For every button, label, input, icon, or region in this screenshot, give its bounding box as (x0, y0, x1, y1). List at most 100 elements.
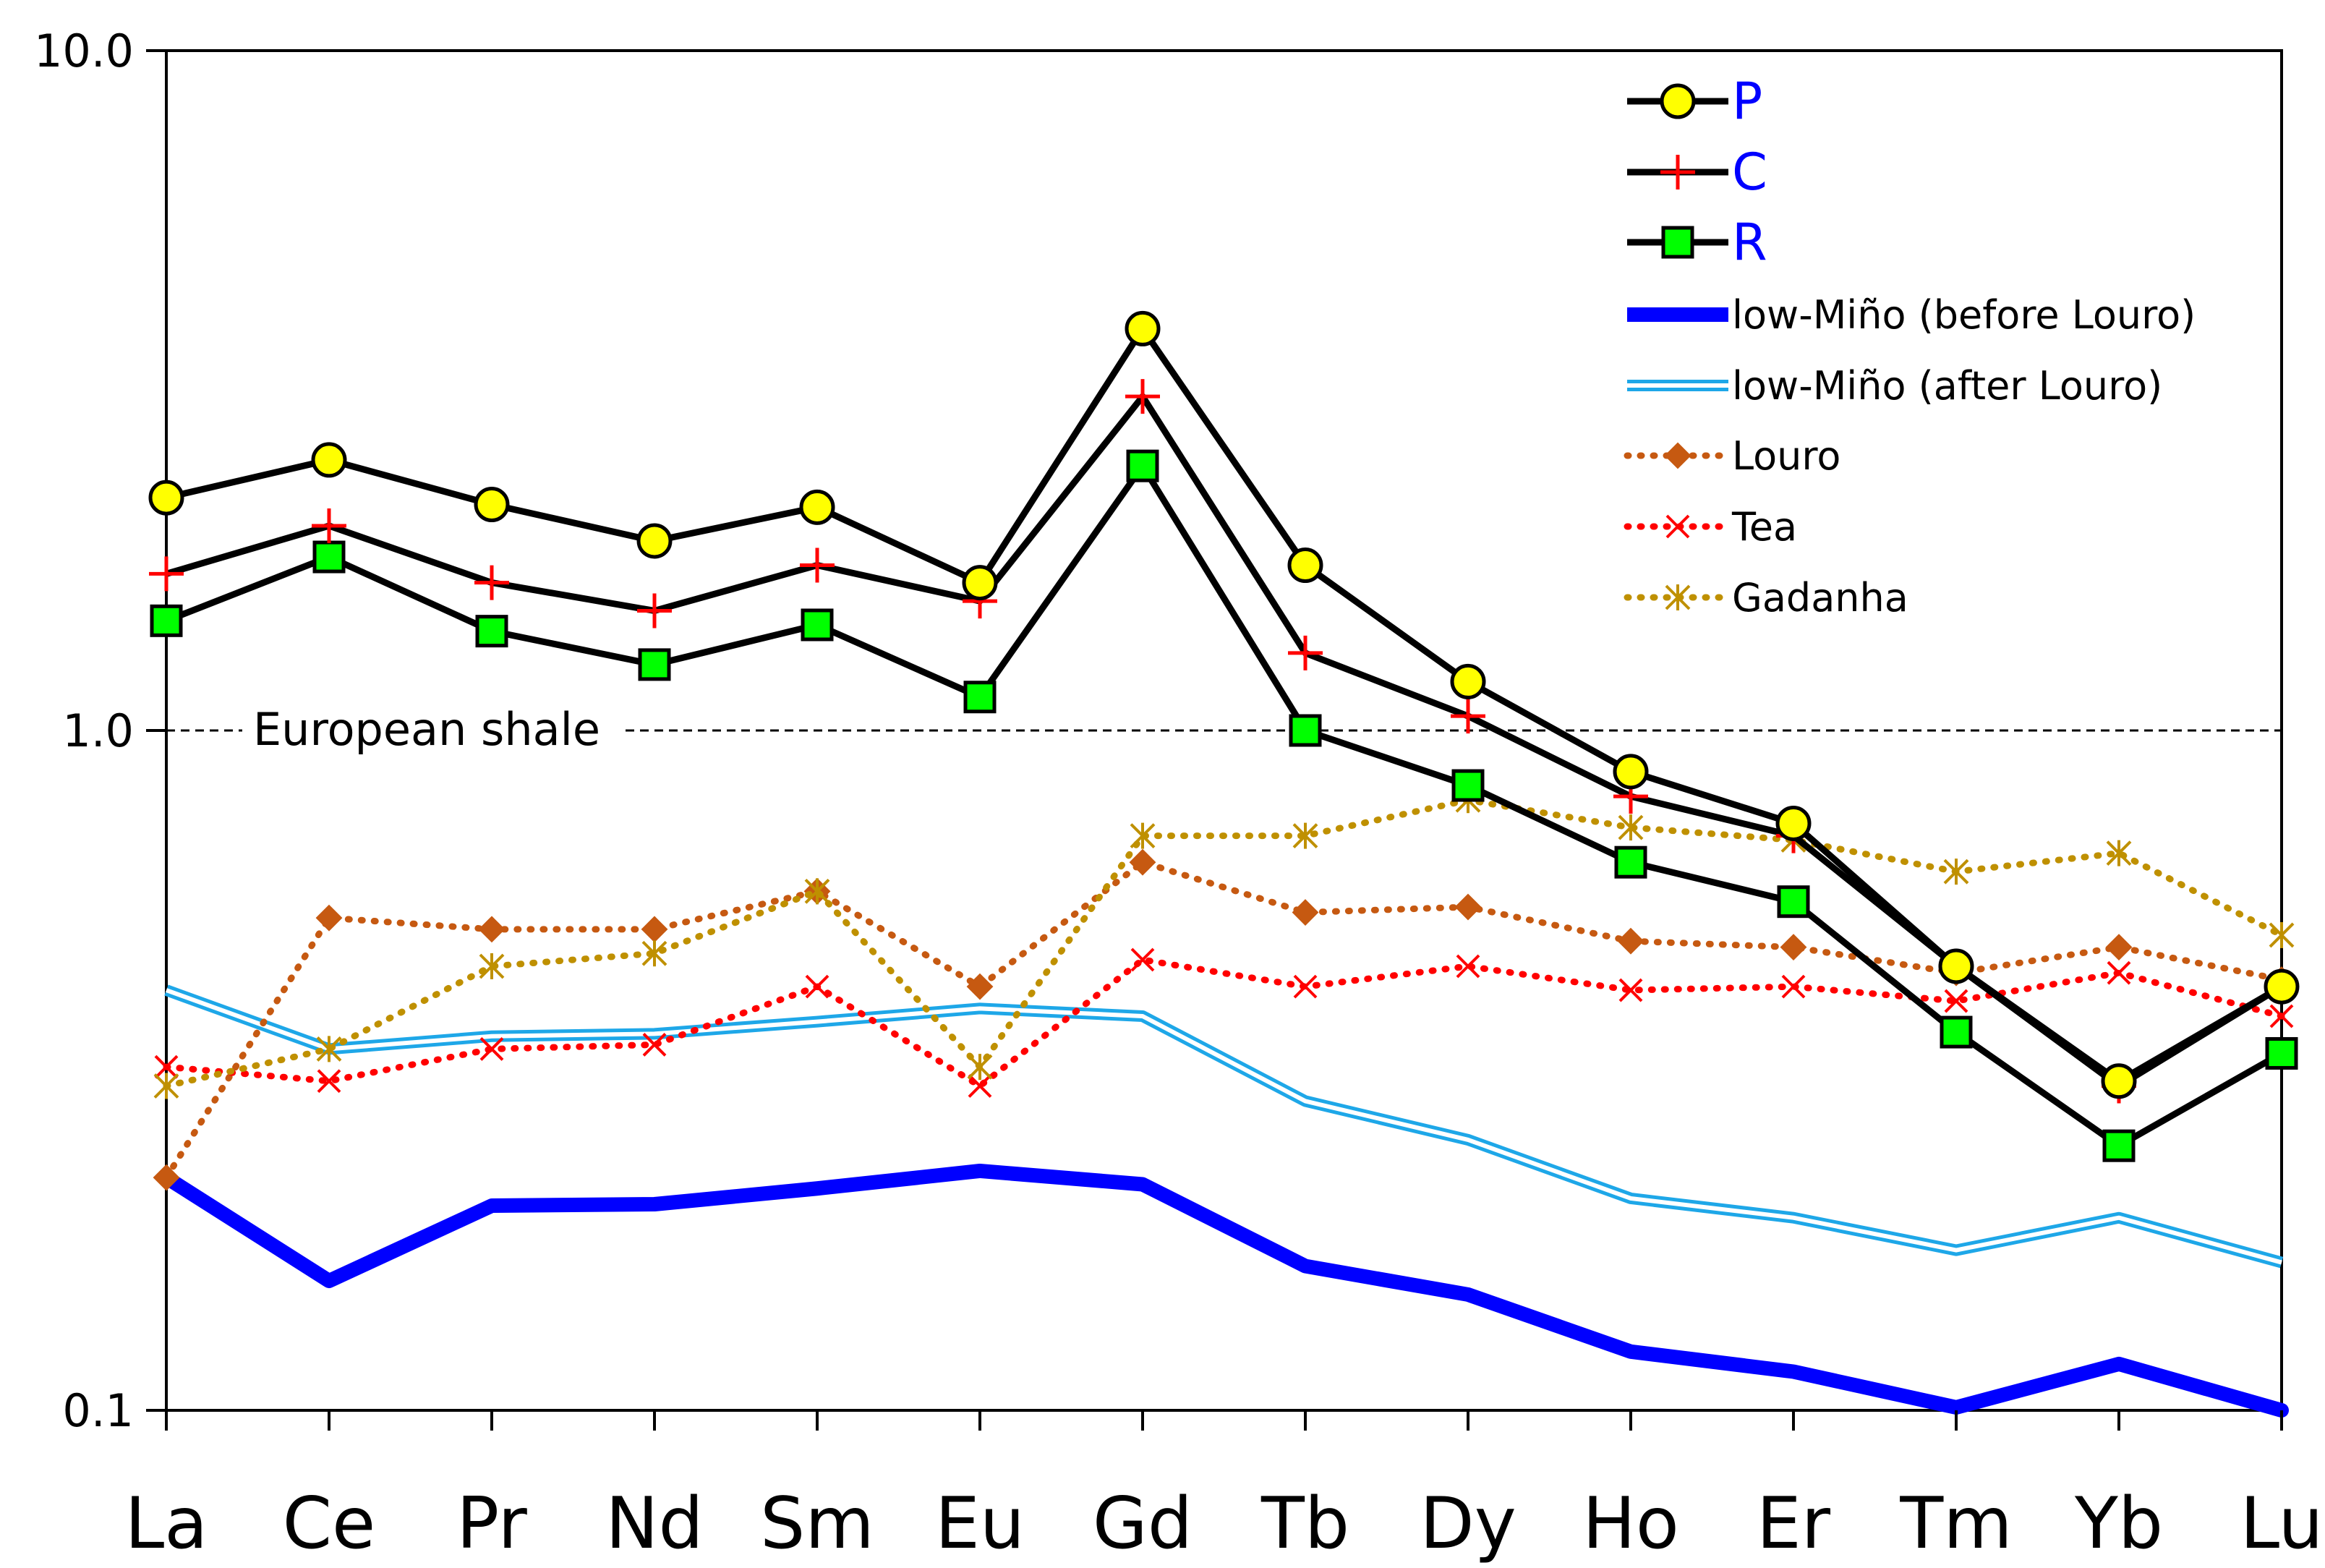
data-point-gadanha-yb (2106, 840, 2132, 866)
data-point-louro-eu (966, 973, 994, 1000)
data-point-c-gd (1125, 379, 1160, 414)
data-point-tea-pr (479, 1036, 504, 1061)
reference-line-label: European shale (253, 703, 600, 756)
data-point-r-pr (475, 615, 508, 648)
data-point-gadanha-la (153, 1073, 179, 1099)
legend-marker-tea-b (1665, 514, 1690, 539)
data-point-tea-lu-b (2269, 1004, 2294, 1028)
data-point-louro-er (1780, 934, 1807, 961)
legend-entry-louro: Louro (1624, 433, 1840, 479)
data-point-p-sm (799, 489, 835, 525)
data-point-gadanha-lu (2269, 921, 2295, 948)
data-point-louro-tb (1292, 899, 1319, 926)
data-point-tea-er (1781, 974, 1806, 999)
legend-marker-r (1661, 226, 1694, 259)
legend-entry-low-mi-o-before-louro: low-Miño (before Louro) (1627, 292, 2196, 338)
x-tick-label-ce: Ce (283, 1483, 376, 1565)
legend-label-r: R (1732, 213, 1767, 272)
legend-marker-louro (1664, 442, 1692, 469)
x-tick-label-nd: Nd (605, 1483, 704, 1565)
data-point-p-ho (1613, 754, 1649, 790)
series-r (150, 449, 2298, 1162)
data-point-louro-gd (1129, 848, 1156, 876)
legend-entry-p: P (1627, 72, 1762, 131)
x-tick-label-gd: Gd (1093, 1483, 1193, 1565)
data-point-c-nd (637, 593, 672, 629)
data-point-gadanha-pr (479, 953, 505, 979)
series-louro (153, 848, 2295, 1191)
data-point-r-ce (312, 540, 346, 574)
data-point-louro-ho (1617, 927, 1644, 955)
data-point-tea-er-b (1781, 974, 1806, 999)
data-point-r-ho (1614, 845, 1647, 879)
x-tick-label-sm: Sm (760, 1483, 874, 1565)
data-point-louro-dy (1454, 893, 1482, 921)
data-point-tea-pr-b (479, 1036, 504, 1061)
legend-entry-tea: Tea (1624, 504, 1797, 550)
series-low-mi-o-before-louro (159, 1163, 2289, 1418)
data-point-tea-ho (1618, 978, 1643, 1002)
data-point-r-dy (1451, 769, 1485, 802)
y-tick-label: 1.0 (62, 704, 134, 757)
data-point-p-yb (2101, 1063, 2137, 1099)
data-point-p-pr (474, 487, 510, 523)
x-tick-label-tm: Tm (1899, 1483, 2012, 1565)
data-point-gadanha-ho (1618, 814, 1644, 841)
data-point-louro-la (153, 1164, 180, 1191)
data-point-louro-pr (478, 916, 505, 943)
data-point-tea-eu-b (968, 1074, 992, 1098)
x-tick-label-pr: Pr (456, 1483, 527, 1565)
x-tick-label-tb: Tb (1260, 1483, 1349, 1565)
legend-marker-p (1660, 83, 1696, 119)
series-line-low-mi-o-before-louro (159, 1163, 2289, 1418)
x-tick-label-eu: Eu (935, 1483, 1025, 1565)
legend-label-gadanha: Gadanha (1732, 575, 1908, 621)
legend-label-low-mi-o-before-louro: low-Miño (before Louro) (1732, 292, 2196, 338)
data-point-gadanha-nd (641, 940, 667, 967)
axis-group: 10.0 1.0 0.1 La Ce Pr Nd Sm Eu Gd Tb Dy Ho Er Tm Yb Lu (34, 25, 2324, 1565)
data-point-tea-dy-b (1456, 954, 1480, 979)
legend-entry-gadanha: Gadanha (1624, 575, 1908, 621)
data-point-r-eu (963, 681, 997, 714)
legend-label-louro: Louro (1732, 433, 1840, 479)
data-point-tea-eu (968, 1074, 992, 1098)
data-point-p-nd (636, 523, 673, 559)
data-point-tea-dy (1456, 954, 1480, 979)
series-low-mi-o-after-louro (164, 984, 2284, 1269)
data-point-tea-tb-b (1293, 974, 1318, 999)
data-point-tea-yb-b (2107, 960, 2131, 985)
y-tick-label: 10.0 (34, 25, 134, 77)
legend-label-p: P (1732, 72, 1762, 131)
series-line-louro (163, 858, 2285, 1181)
data-point-r-sm (801, 608, 834, 642)
data-point-tea-sm (805, 974, 829, 999)
data-point-c-ce (312, 508, 346, 544)
data-point-tea-ho-b (1618, 978, 1643, 1002)
data-point-louro-ce (315, 904, 343, 932)
data-point-louro-yb (2105, 934, 2133, 961)
series-line-p (165, 325, 2284, 1085)
data-point-r-er (1777, 885, 1810, 919)
data-point-r-gd (1126, 449, 1159, 482)
series-line-tea (163, 956, 2285, 1090)
data-point-c-la (149, 556, 184, 592)
data-point-gadanha-ce (316, 1036, 342, 1062)
data-point-tea-lu (2269, 1004, 2294, 1028)
data-point-tea-tm (1944, 989, 1968, 1013)
data-point-gadanha-tb (1292, 822, 1318, 849)
legend-marker-gadanha (1665, 584, 1691, 610)
series-line-r (165, 462, 2284, 1149)
y-tick-label: 0.1 (62, 1384, 134, 1437)
data-point-p-gd (1125, 310, 1161, 346)
data-point-c-sm (800, 547, 835, 583)
data-point-gadanha-gd (1130, 822, 1156, 849)
data-point-r-la (150, 604, 183, 637)
data-point-p-tb (1287, 547, 1323, 584)
data-point-tea-tm-b (1944, 989, 1968, 1013)
data-point-r-yb (2102, 1129, 2136, 1162)
data-point-r-lu (2265, 1036, 2298, 1070)
data-point-gadanha-sm (804, 878, 830, 905)
data-point-p-eu (962, 565, 998, 601)
data-point-tea-sm-b (805, 974, 829, 999)
